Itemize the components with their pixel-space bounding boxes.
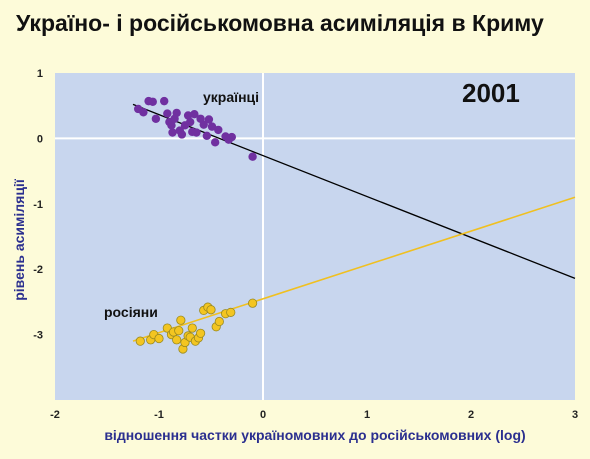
- x-tick-label: 1: [364, 409, 370, 421]
- year-annotation: 2001: [462, 78, 520, 108]
- ukrainians-point: [148, 97, 157, 106]
- ukrainians-point: [214, 125, 223, 135]
- ukrainians-point: [207, 122, 217, 131]
- ukrainians-point: [151, 114, 161, 123]
- y-axis-label: рівень асиміляції: [11, 178, 27, 301]
- russians-point: [172, 335, 182, 345]
- ukrainians-point: [167, 121, 176, 130]
- x-axis-label: відношення частки україномовних до росій…: [104, 427, 525, 443]
- tick-labels: -2 -1 0 1 2 3 1 0 -1 -2 -3: [33, 68, 578, 421]
- x-tick-label: 0: [260, 409, 266, 421]
- ukrainians-point: [204, 115, 214, 124]
- russians-point: [154, 333, 164, 344]
- russians-trend-line: [132, 196, 576, 342]
- ukrainians-point: [160, 96, 169, 106]
- x-tick-label: -1: [154, 409, 164, 421]
- ukrainians-point: [163, 109, 172, 118]
- russians-point: [196, 328, 206, 338]
- ukrainians-point: [227, 132, 236, 142]
- axes: [55, 73, 575, 400]
- russians-point: [226, 307, 236, 317]
- russians-point: [214, 316, 224, 327]
- russians-point: [176, 315, 186, 325]
- russians-point: [135, 336, 145, 346]
- ukrainians-point: [172, 108, 181, 118]
- y-tick-label: -2: [33, 264, 43, 276]
- y-tick-label: -3: [33, 330, 43, 342]
- ukrainians-point: [190, 110, 199, 119]
- data-points: [134, 96, 258, 354]
- russians-point: [248, 298, 258, 308]
- page-title: Україно- і російськомовна асиміляція в К…: [16, 10, 544, 36]
- russians-label: росіяни: [104, 304, 158, 320]
- x-tick-label: -2: [50, 409, 60, 421]
- ukrainians-point: [210, 138, 220, 147]
- x-tick-label: 3: [572, 409, 578, 421]
- ukrainians-point: [183, 111, 193, 120]
- ukrainians-point: [168, 128, 177, 137]
- ukrainians-point: [202, 131, 212, 140]
- ukrainians-point: [199, 120, 208, 129]
- russians-point: [174, 326, 184, 336]
- ukrainians-point: [186, 117, 195, 127]
- ukrainians-label: українці: [203, 89, 259, 105]
- russians-point: [187, 323, 197, 333]
- ukrainians-point: [177, 130, 187, 139]
- ukrainians-point: [192, 128, 201, 137]
- y-tick-label: 0: [37, 133, 43, 145]
- ukrainians-point: [139, 108, 148, 117]
- plot-area: [55, 73, 575, 400]
- y-tick-label: 1: [37, 68, 43, 80]
- x-tick-label: 2: [468, 409, 474, 421]
- ukrainians-point: [248, 152, 257, 161]
- y-tick-label: -1: [33, 199, 43, 211]
- russians-point: [206, 305, 216, 315]
